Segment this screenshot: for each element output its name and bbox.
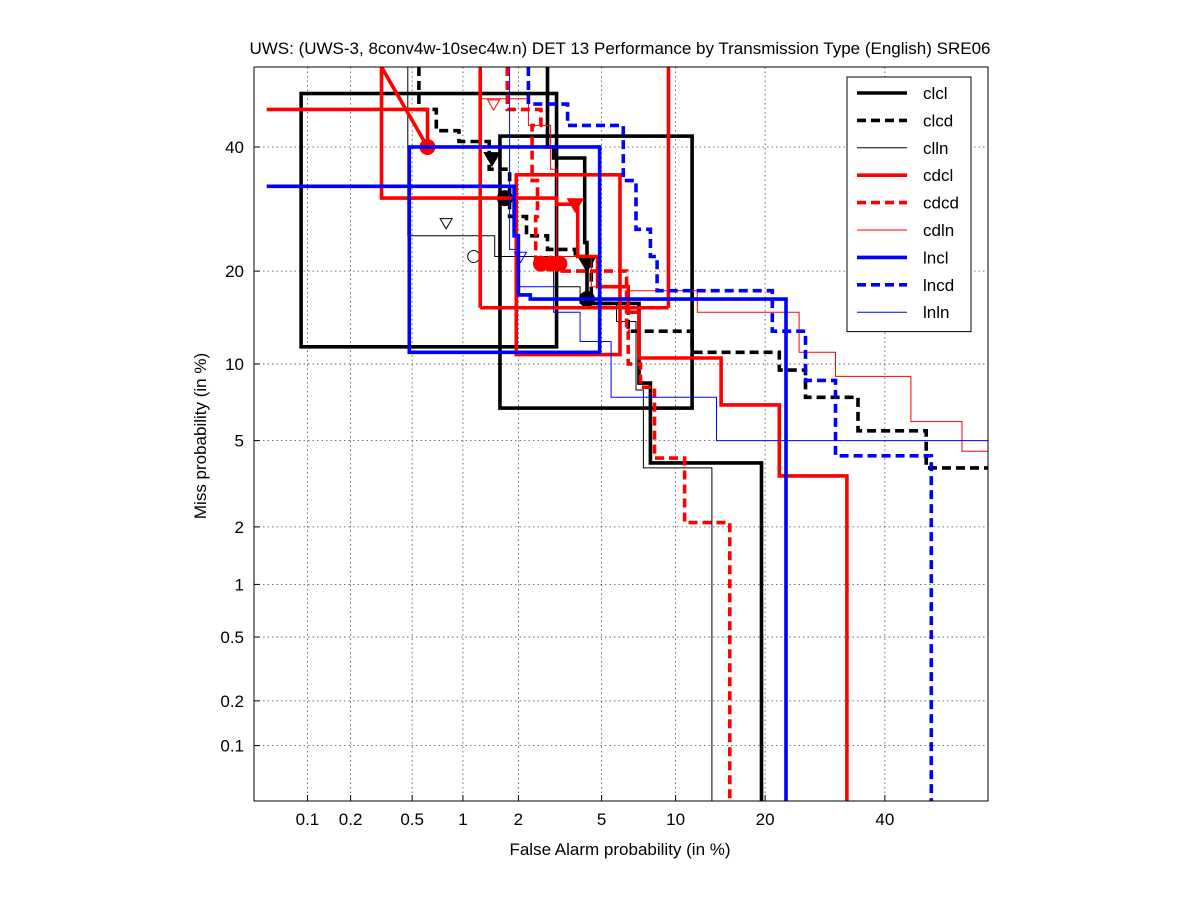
series-clcd-curve (417, 67, 988, 470)
curves-group (266, 67, 988, 801)
series-lnln-marker-triangle (513, 251, 528, 264)
series-lncd-curve (526, 67, 934, 801)
series-cdln-curve (479, 67, 988, 452)
y-tick-label: 0.5 (220, 628, 244, 647)
x-tick-label: 5 (597, 810, 606, 829)
series-clln-marker-triangle (439, 218, 453, 230)
x-tick-label: 1 (458, 810, 467, 829)
series-cdcd-confidence-box (514, 173, 622, 357)
series-cdcl-marker-triangle (566, 198, 585, 214)
y-tick-label: 1 (235, 575, 244, 594)
x-tick-label: 20 (756, 810, 775, 829)
series-lncl-curve (266, 184, 788, 801)
series-cdcd-marker-circle (551, 255, 568, 272)
series-clcl-confidence-box (498, 134, 694, 410)
legend-label-cdcl: cdcl (923, 166, 953, 185)
chart-title: UWS: (UWS-3, 8conv4w-10sec4w.n) DET 13 P… (249, 39, 990, 58)
y-tick-label: 20 (225, 262, 244, 281)
legend-label-lnln: lnln (923, 303, 949, 322)
legend-label-clcd: clcd (923, 111, 953, 130)
series-lnln-curve (509, 67, 988, 442)
legend-label-cdln: cdln (923, 221, 954, 240)
y-tick-label: 0.2 (220, 692, 244, 711)
y-tick-label: 2 (235, 518, 244, 537)
legend: clcl clcd clln cdcl cdcd cdln lncl lncd lnln (846, 76, 972, 333)
y-tick-label: 5 (235, 432, 244, 451)
legend-label-lncd: lncd (923, 276, 954, 295)
x-tick-label: 40 (875, 810, 894, 829)
series-cdln-marker-triangle (486, 99, 501, 112)
x-tick-label: 10 (666, 810, 685, 829)
x-tick-label: 0.5 (400, 810, 424, 829)
axes-frame (253, 66, 989, 802)
legend-label-lncl: lncl (923, 248, 949, 267)
x-tick-label: 0.2 (339, 810, 363, 829)
y-axis-label: Miss probability (in %) (191, 353, 210, 519)
series-lncl-confidence-box (407, 145, 602, 355)
x-axis-label: False Alarm probability (in %) (509, 840, 730, 859)
legend-label-clcl: clcl (923, 84, 948, 103)
y-tick-label: 0.1 (220, 737, 244, 756)
legend-label-clln: clln (923, 139, 949, 158)
x-tick-label: 0.1 (296, 810, 320, 829)
y-tick-label: 40 (225, 138, 244, 157)
x-tick-label: 2 (514, 810, 523, 829)
legend-label-cdcd: cdcd (923, 194, 959, 213)
y-tick-label: 10 (225, 355, 244, 374)
series-clcl-curve (545, 67, 764, 801)
legend-box (846, 76, 972, 333)
